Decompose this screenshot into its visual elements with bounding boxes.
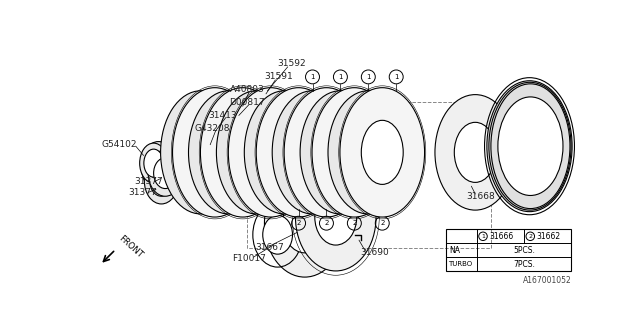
- Ellipse shape: [498, 97, 563, 196]
- Text: D00817: D00817: [230, 98, 265, 107]
- Text: 2: 2: [296, 220, 301, 226]
- Ellipse shape: [216, 91, 297, 214]
- Text: 1: 1: [366, 74, 371, 80]
- Ellipse shape: [278, 120, 319, 184]
- Ellipse shape: [173, 88, 257, 217]
- Text: 31413: 31413: [209, 111, 237, 120]
- Ellipse shape: [140, 143, 168, 183]
- Ellipse shape: [167, 129, 210, 187]
- Ellipse shape: [333, 120, 375, 184]
- Ellipse shape: [284, 88, 369, 217]
- Ellipse shape: [500, 100, 559, 192]
- Text: A40803: A40803: [230, 85, 264, 94]
- Ellipse shape: [143, 141, 183, 197]
- Ellipse shape: [435, 95, 516, 210]
- Ellipse shape: [179, 118, 223, 186]
- Ellipse shape: [487, 81, 572, 212]
- Bar: [446, 229, 572, 271]
- Ellipse shape: [244, 124, 281, 180]
- Ellipse shape: [256, 88, 341, 217]
- Ellipse shape: [154, 158, 177, 188]
- Text: 31377: 31377: [134, 177, 163, 186]
- Text: 31662: 31662: [536, 232, 561, 241]
- Ellipse shape: [318, 118, 363, 186]
- Bar: [246, 101, 491, 248]
- Ellipse shape: [300, 91, 381, 214]
- Text: 31591: 31591: [264, 72, 293, 81]
- Ellipse shape: [362, 120, 403, 184]
- Text: A167001052: A167001052: [524, 276, 572, 285]
- Text: 5PCS.: 5PCS.: [513, 246, 535, 255]
- Ellipse shape: [148, 150, 182, 196]
- Text: 31643: 31643: [516, 179, 544, 188]
- Ellipse shape: [305, 120, 348, 184]
- Ellipse shape: [145, 158, 179, 204]
- Text: 31592: 31592: [278, 59, 307, 68]
- Ellipse shape: [491, 84, 570, 209]
- Text: 31666: 31666: [489, 232, 513, 241]
- Ellipse shape: [489, 82, 571, 210]
- Ellipse shape: [228, 88, 313, 217]
- Ellipse shape: [195, 146, 213, 170]
- Ellipse shape: [207, 118, 251, 186]
- Text: G43208: G43208: [195, 124, 230, 133]
- Text: 7PCS.: 7PCS.: [513, 260, 535, 268]
- Text: TURBO: TURBO: [448, 261, 472, 267]
- Text: 1: 1: [310, 74, 315, 80]
- Ellipse shape: [263, 215, 292, 254]
- Text: 2: 2: [352, 220, 356, 226]
- Ellipse shape: [141, 141, 175, 191]
- Ellipse shape: [346, 118, 390, 186]
- Ellipse shape: [250, 120, 292, 184]
- Text: 1: 1: [394, 74, 399, 80]
- Ellipse shape: [312, 88, 397, 217]
- Ellipse shape: [147, 149, 170, 183]
- Ellipse shape: [283, 194, 327, 253]
- Ellipse shape: [179, 145, 198, 171]
- Ellipse shape: [189, 91, 269, 214]
- Ellipse shape: [454, 122, 496, 182]
- Text: 2: 2: [380, 220, 385, 226]
- Text: 31377: 31377: [128, 188, 157, 197]
- Ellipse shape: [264, 169, 345, 277]
- Ellipse shape: [244, 91, 325, 214]
- Text: 2: 2: [528, 234, 532, 239]
- Ellipse shape: [256, 125, 292, 179]
- Ellipse shape: [499, 99, 561, 194]
- Ellipse shape: [291, 118, 335, 186]
- Ellipse shape: [161, 91, 241, 214]
- Ellipse shape: [272, 91, 353, 214]
- Text: NA: NA: [449, 246, 460, 255]
- Ellipse shape: [231, 106, 293, 198]
- Ellipse shape: [149, 150, 177, 189]
- Ellipse shape: [262, 118, 307, 186]
- Text: 31667: 31667: [255, 243, 284, 252]
- Ellipse shape: [222, 120, 264, 184]
- Text: 2: 2: [324, 220, 328, 226]
- Text: 31690: 31690: [360, 248, 389, 257]
- Text: 1: 1: [481, 234, 485, 239]
- Text: 31668: 31668: [466, 192, 495, 201]
- Ellipse shape: [315, 189, 356, 245]
- Ellipse shape: [150, 165, 173, 196]
- Text: G54102: G54102: [102, 140, 137, 149]
- Text: FRONT: FRONT: [117, 233, 145, 259]
- Ellipse shape: [194, 120, 236, 184]
- Ellipse shape: [200, 88, 285, 217]
- Text: F10017: F10017: [232, 254, 266, 263]
- Text: 1: 1: [338, 74, 342, 80]
- Ellipse shape: [243, 106, 305, 198]
- Ellipse shape: [296, 163, 376, 271]
- Ellipse shape: [340, 88, 424, 217]
- Ellipse shape: [182, 129, 226, 187]
- Ellipse shape: [144, 149, 163, 177]
- Ellipse shape: [328, 91, 408, 214]
- Ellipse shape: [234, 118, 279, 186]
